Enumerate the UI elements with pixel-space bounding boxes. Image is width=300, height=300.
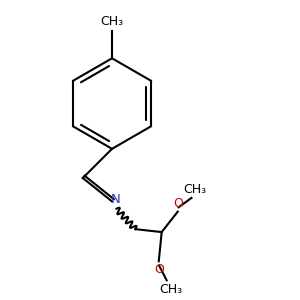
Text: CH₃: CH₃	[159, 283, 182, 296]
Text: O: O	[154, 263, 164, 276]
Text: O: O	[173, 197, 183, 210]
Text: CH₃: CH₃	[100, 15, 124, 28]
Text: CH₃: CH₃	[184, 183, 207, 196]
Text: N: N	[111, 194, 120, 206]
